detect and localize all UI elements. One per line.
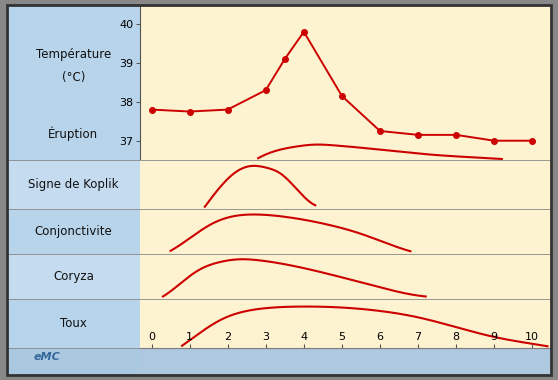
Text: (°C): (°C) [62,71,85,84]
Text: Toux: Toux [60,317,87,330]
Text: Signe de Koplik: Signe de Koplik [28,178,119,191]
Text: Conjonctivite: Conjonctivite [35,225,112,238]
Text: Coryza: Coryza [53,270,94,283]
Text: Éruption: Éruption [49,127,98,141]
Text: eMC: eMC [33,352,60,363]
Text: Température: Température [36,48,111,61]
